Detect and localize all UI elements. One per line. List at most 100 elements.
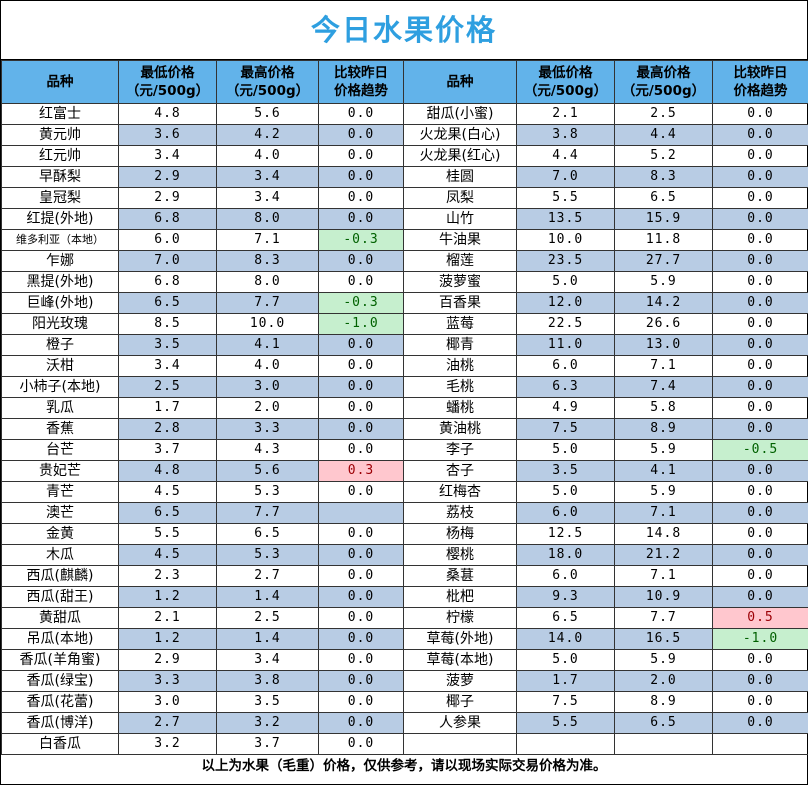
right-low-price-cell: 6.0 — [516, 502, 615, 524]
table-row: 香瓜(博洋) 2.7 3.2 0.0 人参果 5.5 6.5 0.0 — [1, 712, 808, 734]
left-high-price-cell: 3.5 — [216, 691, 319, 713]
left-high-price-cell: 5.6 — [216, 103, 319, 125]
header-trend-left: 比较昨日 价格趋势 — [318, 60, 404, 104]
right-name-cell: 榴莲 — [403, 250, 517, 272]
header-name-left: 品种 — [1, 60, 119, 104]
right-trend-cell: 0.0 — [712, 670, 808, 692]
left-name-cell: 乍娜 — [1, 250, 119, 272]
header-low-right: 最低价格 （元/500g） — [516, 60, 615, 104]
right-name-cell: 牛油果 — [403, 229, 517, 251]
left-name-cell: 早酥梨 — [1, 166, 119, 188]
right-name-cell: 凤梨 — [403, 187, 517, 209]
left-low-price-cell: 3.5 — [118, 334, 217, 356]
right-name-cell: 油桃 — [403, 355, 517, 377]
right-name-cell: 甜瓜(小蜜) — [403, 103, 517, 125]
right-trend-cell: 0.0 — [712, 586, 808, 608]
left-low-price-cell: 4.5 — [118, 481, 217, 503]
left-high-price-cell: 3.2 — [216, 712, 319, 734]
right-trend-cell: -0.5 — [712, 439, 808, 461]
right-name-cell: 蟠桃 — [403, 397, 517, 419]
left-low-price-cell: 2.8 — [118, 418, 217, 440]
table-row: 澳芒 6.5 7.7 荔枝 6.0 7.1 0.0 — [1, 502, 808, 524]
table-row: 红元帅 3.4 4.0 0.0 火龙果(红心) 4.4 5.2 0.0 — [1, 145, 808, 167]
right-low-price-cell: 6.3 — [516, 376, 615, 398]
right-name-cell: 椰子 — [403, 691, 517, 713]
left-low-price-cell: 2.9 — [118, 166, 217, 188]
table-row: 巨峰(外地) 6.5 7.7 -0.3 百香果 12.0 14.2 0.0 — [1, 292, 808, 314]
right-high-price-cell: 7.1 — [614, 355, 713, 377]
table-row: 香蕉 2.8 3.3 0.0 黄油桃 7.5 8.9 0.0 — [1, 418, 808, 440]
right-name-cell: 毛桃 — [403, 376, 517, 398]
header-low-left: 最低价格 （元/500g） — [118, 60, 217, 104]
left-name-cell: 香瓜(羊角蜜) — [1, 649, 119, 671]
left-name-cell: 黄甜瓜 — [1, 607, 119, 629]
table-row: 皇冠梨 2.9 3.4 0.0 凤梨 5.5 6.5 0.0 — [1, 187, 808, 209]
left-name-cell: 西瓜(甜王) — [1, 586, 119, 608]
left-name-cell: 红富士 — [1, 103, 119, 125]
right-trend-cell: 0.0 — [712, 481, 808, 503]
left-high-price-cell: 6.5 — [216, 523, 319, 545]
left-low-price-cell: 6.5 — [118, 292, 217, 314]
left-name-cell: 金黄 — [1, 523, 119, 545]
right-trend-cell — [712, 733, 808, 755]
right-name-cell: 山竹 — [403, 208, 517, 230]
left-high-price-cell: 3.0 — [216, 376, 319, 398]
right-trend-cell: 0.0 — [712, 292, 808, 314]
right-trend-cell: 0.0 — [712, 460, 808, 482]
left-high-price-cell: 2.0 — [216, 397, 319, 419]
right-trend-cell: 0.0 — [712, 418, 808, 440]
table-row: 红提(外地) 6.8 8.0 0.0 山竹 13.5 15.9 0.0 — [1, 208, 808, 230]
right-high-price-cell: 26.6 — [614, 313, 713, 335]
table-row: 青芒 4.5 5.3 0.0 红梅杏 5.0 5.9 0.0 — [1, 481, 808, 503]
table-row: 西瓜(甜王) 1.2 1.4 0.0 枇杷 9.3 10.9 0.0 — [1, 586, 808, 608]
left-trend-cell: 0.0 — [318, 271, 404, 293]
right-high-price-cell: 7.1 — [614, 565, 713, 587]
right-trend-cell: 0.0 — [712, 166, 808, 188]
right-name-cell: 杨梅 — [403, 523, 517, 545]
left-low-price-cell: 6.0 — [118, 229, 217, 251]
left-name-cell: 沃柑 — [1, 355, 119, 377]
left-high-price-cell: 8.0 — [216, 271, 319, 293]
right-name-cell: 李子 — [403, 439, 517, 461]
left-name-cell: 香瓜(绿宝) — [1, 670, 119, 692]
left-name-cell: 吊瓜(本地) — [1, 628, 119, 650]
left-name-cell: 台芒 — [1, 439, 119, 461]
right-high-price-cell: 8.9 — [614, 418, 713, 440]
right-trend-cell: 0.0 — [712, 355, 808, 377]
left-high-price-cell: 5.3 — [216, 544, 319, 566]
left-trend-cell — [318, 502, 404, 524]
left-trend-cell: 0.0 — [318, 586, 404, 608]
left-low-price-cell: 8.5 — [118, 313, 217, 335]
left-name-cell: 澳芒 — [1, 502, 119, 524]
left-high-price-cell: 3.7 — [216, 733, 319, 755]
table-row: 台芒 3.7 4.3 0.0 李子 5.0 5.9 -0.5 — [1, 439, 808, 461]
left-high-price-cell: 5.6 — [216, 460, 319, 482]
table-row: 黄元帅 3.6 4.2 0.0 火龙果(白心) 3.8 4.4 0.0 — [1, 124, 808, 146]
right-high-price-cell: 14.8 — [614, 523, 713, 545]
right-name-cell: 菠萝 — [403, 670, 517, 692]
table-row: 西瓜(麒麟) 2.3 2.7 0.0 桑葚 6.0 7.1 0.0 — [1, 565, 808, 587]
left-high-price-cell: 3.4 — [216, 649, 319, 671]
right-high-price-cell: 4.4 — [614, 124, 713, 146]
left-high-price-cell: 8.3 — [216, 250, 319, 272]
right-high-price-cell: 5.9 — [614, 649, 713, 671]
left-high-price-cell: 4.1 — [216, 334, 319, 356]
right-low-price-cell: 6.5 — [516, 607, 615, 629]
left-high-price-cell: 2.7 — [216, 565, 319, 587]
footer-note: 以上为水果（毛重）价格，仅供参考，请以现场实际交易价格为准。 — [201, 758, 607, 774]
right-name-cell: 红梅杏 — [403, 481, 517, 503]
left-trend-cell: 0.0 — [318, 481, 404, 503]
right-high-price-cell: 7.4 — [614, 376, 713, 398]
table-body: 红富士 4.8 5.6 0.0 甜瓜(小蜜) 2.1 2.5 0.0 黄元帅 3.6 4.2 0.0 火… — [1, 103, 808, 755]
left-low-price-cell: 3.0 — [118, 691, 217, 713]
left-low-price-cell: 2.3 — [118, 565, 217, 587]
left-high-price-cell: 4.2 — [216, 124, 319, 146]
left-name-cell: 贵妃芒 — [1, 460, 119, 482]
right-high-price-cell: 6.5 — [614, 187, 713, 209]
right-trend-cell: -1.0 — [712, 628, 808, 650]
right-trend-cell: 0.0 — [712, 691, 808, 713]
left-low-price-cell: 2.1 — [118, 607, 217, 629]
left-trend-cell: 0.0 — [318, 334, 404, 356]
header-name-right: 品种 — [403, 60, 517, 104]
